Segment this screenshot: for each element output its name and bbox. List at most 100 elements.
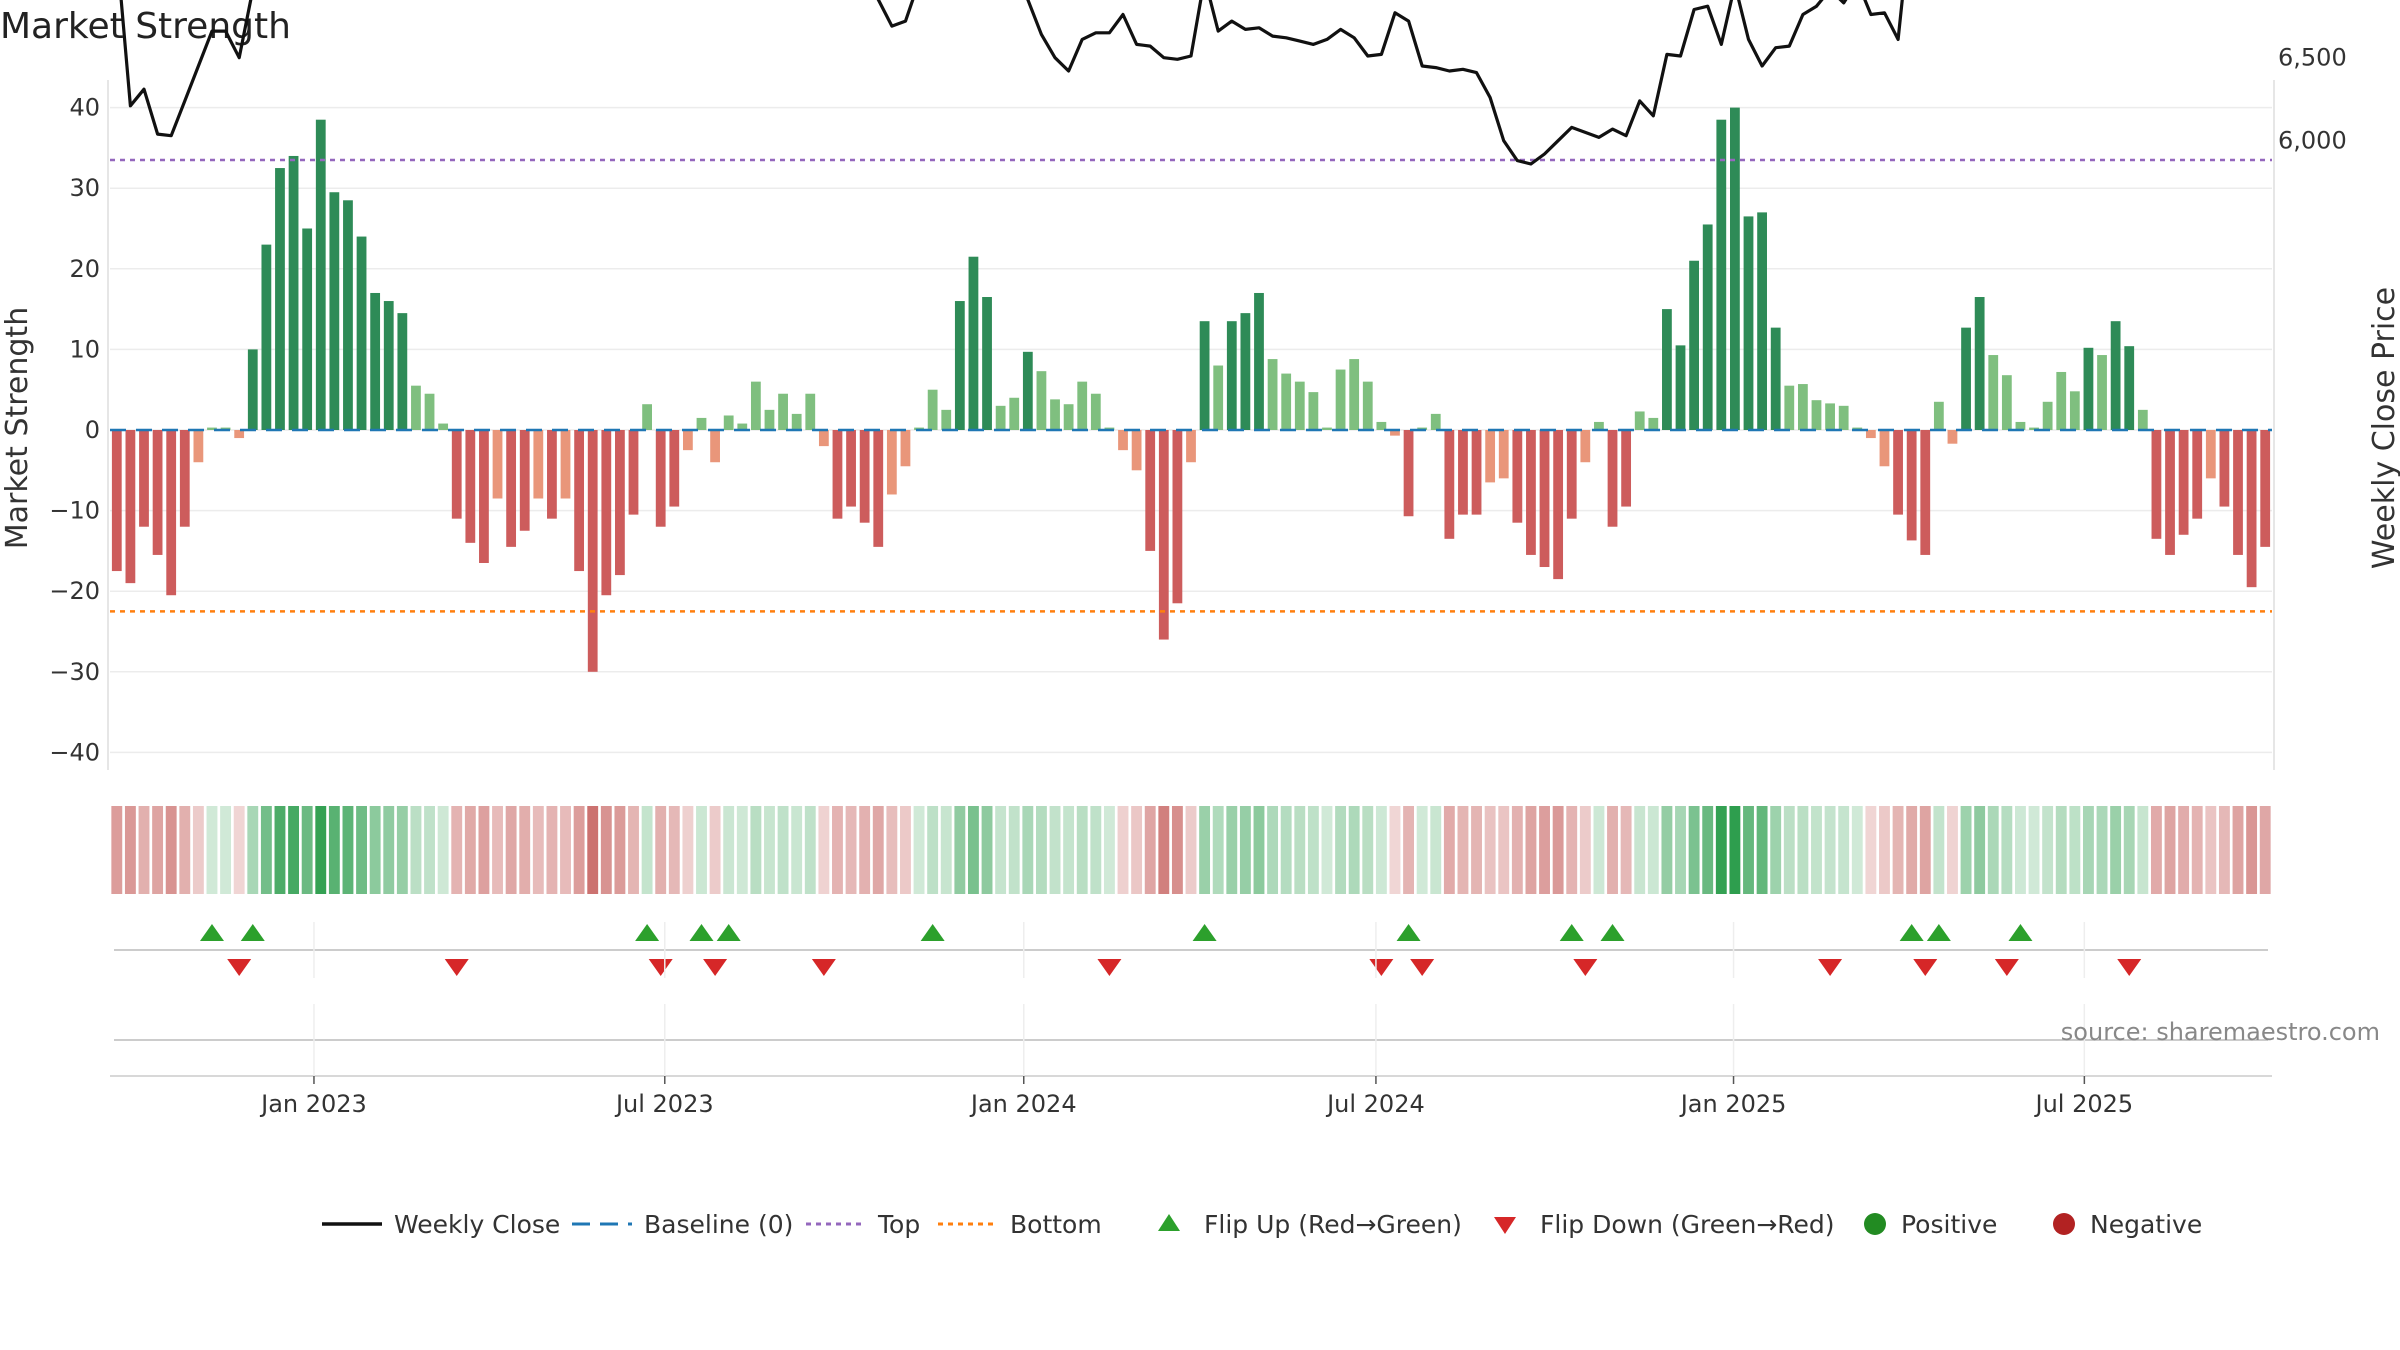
heat-cell	[995, 806, 1007, 894]
strength-bar	[2110, 321, 2121, 430]
strength-bar	[1757, 212, 1767, 430]
strength-bar	[438, 423, 449, 430]
legend-item: Flip Up (Red→Green)	[1158, 1210, 1462, 1239]
heat-cell	[1647, 806, 1659, 894]
heat-cell	[1525, 806, 1537, 894]
strength-bar	[1838, 405, 1849, 430]
y-tick-label: 40	[69, 94, 100, 122]
strength-bar	[302, 228, 313, 430]
heat-cell	[1851, 806, 1863, 894]
strength-bar	[152, 430, 163, 555]
heat-cell	[532, 806, 544, 894]
strength-bar	[1226, 321, 1237, 430]
heat-cell	[1511, 806, 1523, 894]
heat-cell	[2164, 806, 2176, 894]
strength-bar	[682, 430, 693, 451]
heat-cell	[1960, 806, 1972, 894]
heat-cell	[2137, 806, 2149, 894]
heat-cell	[954, 806, 966, 894]
heat-cell	[1620, 806, 1632, 894]
strength-bar	[1893, 430, 1903, 515]
strength-bar	[1444, 430, 1455, 539]
strength-bar	[574, 430, 585, 572]
heat-cell	[288, 806, 300, 894]
heat-cell	[1253, 806, 1265, 894]
strength-bar	[1213, 365, 1224, 430]
heat-cell	[1811, 806, 1822, 894]
strength-bar	[424, 393, 435, 430]
strength-bar	[1811, 400, 1822, 430]
strength-bar	[193, 430, 204, 463]
heat-cell	[1607, 806, 1618, 894]
x-tick-label: Jul 2024	[1325, 1090, 1425, 1118]
heat-cell	[1715, 806, 1727, 894]
heat-cell	[274, 806, 286, 894]
legend-label: Bottom	[1010, 1210, 1102, 1239]
strength-bar	[2056, 371, 2067, 430]
strength-bars	[111, 107, 2271, 672]
heat-cell	[682, 806, 694, 894]
strength-bar	[941, 409, 952, 430]
strength-bar	[601, 430, 612, 596]
heat-cell	[1403, 806, 1414, 894]
heat-cell	[872, 806, 884, 894]
strength-bar	[479, 430, 489, 563]
strength-heat-strip	[111, 806, 2271, 894]
strength-bar	[451, 430, 462, 519]
flip-up-marker	[716, 924, 741, 941]
strength-bar	[954, 301, 965, 430]
strength-bar	[356, 236, 367, 430]
flip-up-marker	[689, 924, 714, 941]
strength-bar	[927, 389, 938, 430]
heat-cell	[2150, 806, 2162, 894]
heat-cell	[560, 806, 571, 894]
source-note: source: sharemaestro.com	[2061, 1018, 2380, 1046]
heat-cell	[1906, 806, 1918, 894]
flip-up-marker	[1192, 924, 1217, 941]
strength-bar	[261, 244, 272, 430]
heat-cell	[696, 806, 707, 894]
heat-cell	[2055, 806, 2067, 894]
strength-bar	[1335, 369, 1346, 430]
heat-cell	[2110, 806, 2122, 894]
strength-bar	[125, 430, 136, 584]
heat-cell	[1416, 806, 1428, 894]
strength-bar	[669, 430, 680, 507]
strength-bar	[1607, 430, 1618, 527]
strength-bar	[1390, 430, 1400, 436]
strength-bar	[587, 430, 598, 672]
strength-bar	[1770, 327, 1781, 430]
heat-cell	[192, 806, 204, 894]
flip-up-marker	[920, 924, 945, 941]
strength-bar	[886, 430, 897, 495]
heat-cell	[2246, 806, 2258, 894]
strength-bar	[1362, 381, 1373, 430]
strength-bar	[900, 430, 911, 467]
strength-bar	[968, 256, 979, 430]
x-tick-label: Jan 2024	[969, 1090, 1077, 1118]
heat-cell	[1199, 806, 1211, 894]
heat-cell	[1675, 806, 1686, 894]
legend-label: Flip Up (Red→Green)	[1204, 1210, 1462, 1239]
strength-bar	[411, 385, 421, 430]
strength-bar	[1403, 430, 1414, 517]
heat-cell	[437, 806, 449, 894]
y2-tick-label: 6,000	[2278, 127, 2347, 155]
strength-bar	[1199, 321, 1210, 430]
heat-cell	[1335, 806, 1347, 894]
strength-bar	[1825, 403, 1835, 430]
heat-cell	[1770, 806, 1782, 894]
strength-bar	[1716, 119, 1727, 430]
strength-bar	[492, 430, 503, 499]
heat-cell	[1103, 806, 1115, 894]
heat-cell	[1226, 806, 1238, 894]
heat-cell	[1974, 806, 1986, 894]
strength-bar	[1634, 411, 1645, 430]
strength-bar	[805, 393, 816, 430]
strength-bar	[2246, 430, 2257, 588]
x-axis: Jan 2023 Jul 2023 Jan 2024 Jul 2024 Jan 2025…	[259, 922, 2133, 1118]
strength-bar	[1947, 430, 1958, 444]
strength-bar	[1553, 430, 1564, 580]
heat-cell	[913, 806, 925, 894]
